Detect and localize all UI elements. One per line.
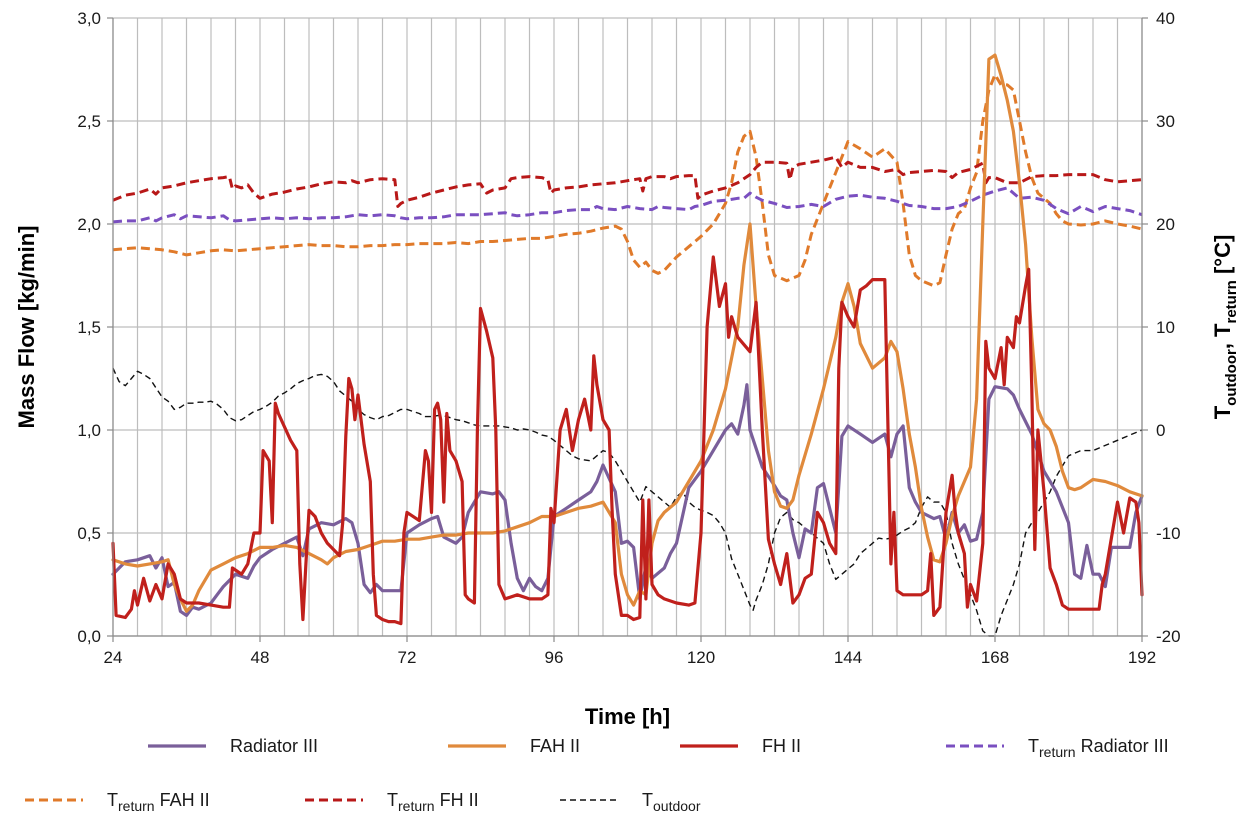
x-axis-title: Time [h] xyxy=(585,704,670,729)
legend-label: Treturn FH II xyxy=(387,790,479,814)
legend-item: Treturn FH II xyxy=(305,790,479,814)
y-tick-label: 1,0 xyxy=(77,421,101,440)
series-line-t-return-fah-ii xyxy=(112,73,1143,288)
x-tick-label: 192 xyxy=(1128,648,1156,667)
series-line-t-outdoor xyxy=(112,367,1143,637)
y-tick-label: 3,0 xyxy=(77,9,101,28)
y2-axis-title: Toutdoor, Treturn [°C] xyxy=(1210,235,1240,420)
legend-label: FH II xyxy=(762,736,801,756)
legend-item: Treturn Radiator III xyxy=(946,736,1169,760)
legend-item: Toutdoor xyxy=(560,790,701,814)
legend-item: FH II xyxy=(680,736,801,756)
legend-label: Toutdoor xyxy=(642,790,701,814)
legend-item: Radiator III xyxy=(148,736,318,756)
y-tick-label: 1,5 xyxy=(77,318,101,337)
legend-item: FAH II xyxy=(448,736,580,756)
legend-item: Treturn FAH II xyxy=(25,790,210,814)
series-line-t-return-fh-ii xyxy=(112,155,1143,208)
y2-tick-label: 0 xyxy=(1156,421,1165,440)
series-line-fh-ii xyxy=(111,255,1144,626)
series-line-fah-ii xyxy=(111,53,1144,613)
grid xyxy=(112,17,1143,637)
y-axis-title: Mass Flow [kg/min] xyxy=(14,226,39,429)
y2-tick-label: 10 xyxy=(1156,318,1175,337)
x-tick-label: 168 xyxy=(981,648,1009,667)
y2-tick-label: 40 xyxy=(1156,9,1175,28)
x-tick-label: 24 xyxy=(104,648,123,667)
series-line-t-return-radiator-iii xyxy=(112,186,1143,224)
plot-area xyxy=(111,53,1144,637)
legend-label: Radiator III xyxy=(230,736,318,756)
x-tick-label: 144 xyxy=(834,648,862,667)
y-tick-label: 0,5 xyxy=(77,524,101,543)
legend-label: Treturn FAH II xyxy=(107,790,210,814)
y-tick-label: 0,0 xyxy=(77,627,101,646)
series-line-radiator-iii xyxy=(111,383,1144,618)
x-tick-label: 72 xyxy=(398,648,417,667)
legend-label: FAH II xyxy=(530,736,580,756)
y2-tick-label: 20 xyxy=(1156,215,1175,234)
y2-tick-label: -10 xyxy=(1156,524,1181,543)
y-tick-label: 2,0 xyxy=(77,215,101,234)
legend: Radiator III FAH II FH II Treturn Radiator … xyxy=(25,736,1169,814)
legend-label: Treturn Radiator III xyxy=(1028,736,1169,760)
y2-tick-label: 30 xyxy=(1156,112,1175,131)
x-tick-label: 48 xyxy=(251,648,270,667)
x-tick-label: 96 xyxy=(545,648,564,667)
tick-labels: 24 48 72 96 120 144 168 192 0,0 0,5 1,0 1,5 2,0 2,5 3,… xyxy=(77,9,1180,667)
y2-tick-label: -20 xyxy=(1156,627,1181,646)
y-tick-label: 2,5 xyxy=(77,112,101,131)
x-tick-label: 120 xyxy=(687,648,715,667)
